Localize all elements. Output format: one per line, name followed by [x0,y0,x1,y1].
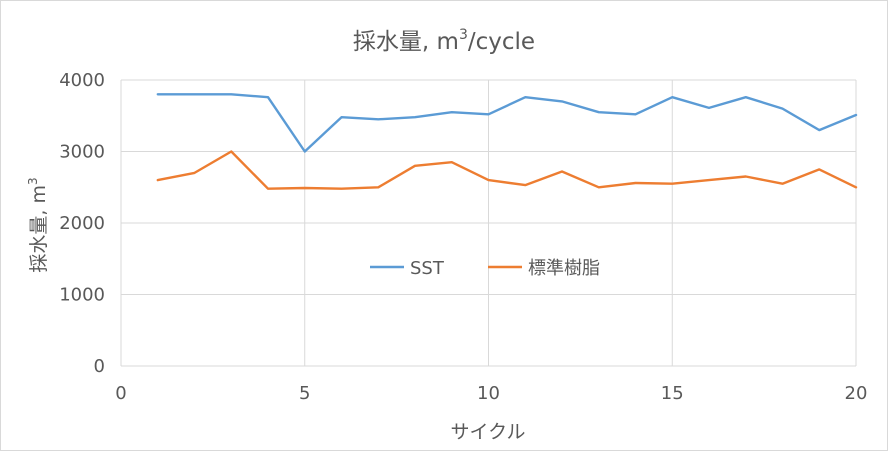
tick-labels: 0 5 10 15 20 0 1000 2000 3000 4000 [59,70,867,404]
chart-title-superscript: 3 [459,27,468,43]
y-tick-label: 2000 [59,213,105,234]
chart-title-tail: /cycle [468,29,535,55]
y-axis-label-group: 採水量, m3 [26,177,50,272]
y-axis-label-superscript: 3 [26,177,40,185]
y-tick-label: 0 [94,356,105,377]
x-tick-label: 0 [115,383,126,404]
x-axis-label: サイクル [450,421,525,443]
x-tick-label: 10 [477,383,500,404]
series-line-1 [156,150,858,190]
gridlines [120,79,857,367]
legend-label: SST [410,258,445,279]
y-tick-label: 3000 [59,142,105,163]
series-line-0 [156,93,858,153]
x-tick-label: 5 [299,383,310,404]
y-axis-label: 採水量, m3 [26,177,50,272]
series-lines [156,93,858,190]
x-tick-label: 15 [661,383,684,404]
legend: SST 標準樹脂 [370,258,600,279]
y-tick-label: 4000 [59,70,105,91]
chart-title-main: 採水量, m [353,29,459,55]
y-tick-label: 1000 [59,285,105,306]
y-axis-label-main: 採水量, m [28,185,50,273]
x-tick-label: 20 [845,383,868,404]
legend-label: 標準樹脂 [528,258,600,279]
chart-title: 採水量, m3/cycle [353,27,535,55]
